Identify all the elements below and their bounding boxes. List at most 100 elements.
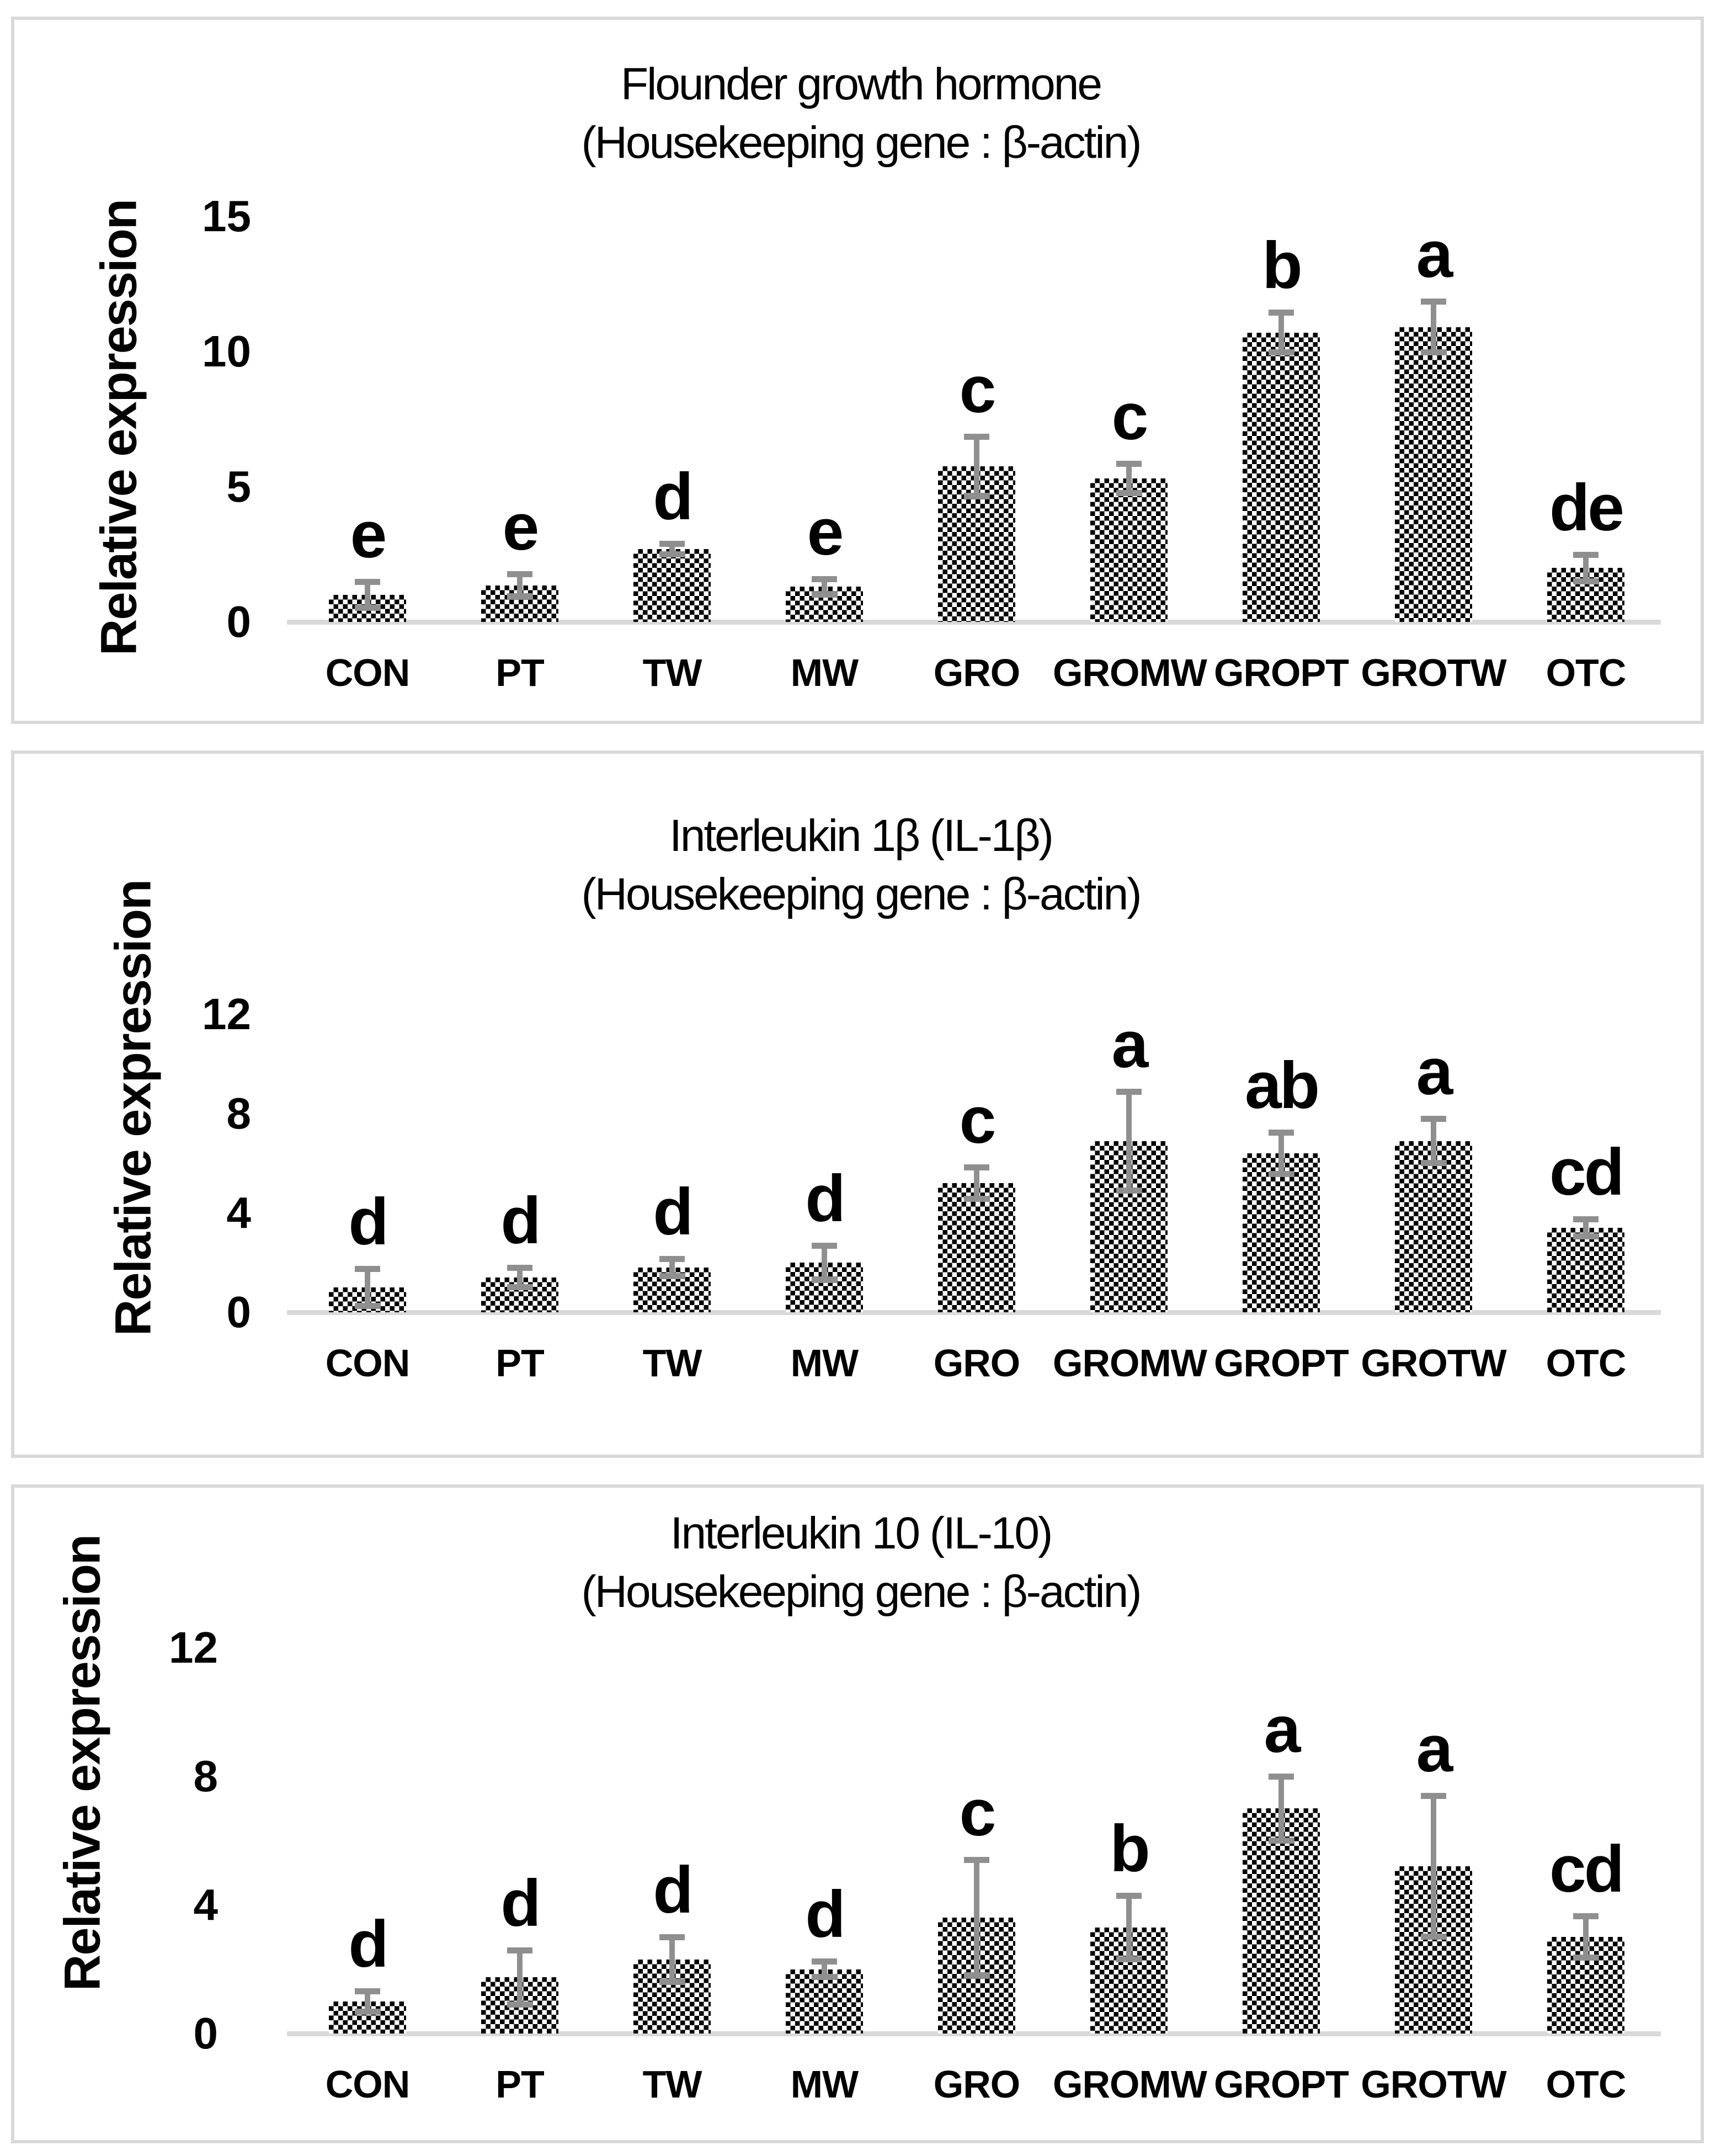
x-tick-label-MW: MW bbox=[790, 2063, 859, 2106]
error-bar-line bbox=[1126, 464, 1132, 494]
y-tick-label: 10 bbox=[202, 327, 251, 376]
x-tick-label-OTC: OTC bbox=[1546, 1341, 1627, 1385]
x-tick-label-CON: CON bbox=[325, 2063, 411, 2106]
significance-letter: cd bbox=[1549, 1135, 1624, 1210]
error-bar-cap-top bbox=[355, 1988, 380, 1994]
error-bar-line bbox=[1278, 312, 1284, 353]
y-tick-label: 4 bbox=[226, 1188, 252, 1237]
error-bar-cap-top bbox=[812, 1242, 837, 1249]
error-bar-line bbox=[669, 1259, 675, 1276]
significance-letter: e bbox=[807, 494, 844, 569]
error-bar-cap-top bbox=[1573, 1913, 1599, 1920]
error-bar-cap-top bbox=[1573, 1216, 1599, 1223]
chart-title-il1b: Interleukin 1β (IL-1β) (Housekeeping gen… bbox=[11, 807, 1711, 924]
x-tick-label-MW: MW bbox=[790, 1341, 859, 1385]
error-bar-cap-top bbox=[355, 1266, 380, 1273]
chart-subtitle-line2: (Housekeeping gene : β-actin) bbox=[581, 1567, 1142, 1617]
significance-letter: b bbox=[1262, 228, 1302, 302]
significance-letter: c bbox=[1111, 380, 1149, 454]
y-tick-label: 0 bbox=[226, 1287, 252, 1337]
error-bar-cap-top bbox=[659, 1934, 685, 1941]
error-bar-line bbox=[1431, 1119, 1436, 1163]
error-bar-line bbox=[1583, 554, 1589, 582]
x-tick-label-GROMW: GROMW bbox=[1053, 2063, 1207, 2106]
y-tick-label: 8 bbox=[226, 1089, 252, 1138]
significance-letter: d bbox=[805, 1877, 845, 1951]
bar-GROPT bbox=[1243, 332, 1320, 622]
error-bar-line bbox=[1278, 1132, 1284, 1175]
error-bar-cap-bottom bbox=[507, 2001, 532, 2008]
error-bar-cap-bottom bbox=[964, 493, 989, 499]
y-tick-label: 12 bbox=[202, 989, 251, 1039]
x-tick-label-MW: MW bbox=[790, 651, 859, 694]
x-tick-label-CON: CON bbox=[325, 1341, 411, 1385]
significance-letter: de bbox=[1549, 470, 1624, 545]
error-bar-line bbox=[365, 1990, 370, 2012]
x-tick-label-PT: PT bbox=[495, 1341, 544, 1385]
significance-letter: e bbox=[350, 498, 387, 572]
error-bar-line bbox=[1126, 1091, 1132, 1191]
x-tick-label-GRO: GRO bbox=[933, 1341, 1020, 1385]
x-tick-label-TW: TW bbox=[642, 2063, 702, 2106]
significance-letter: c bbox=[959, 1083, 997, 1157]
x-tick-label-GROTW: GROTW bbox=[1361, 1341, 1506, 1385]
error-bar-line bbox=[365, 1269, 370, 1306]
error-bar-cap-top bbox=[964, 434, 989, 440]
error-bar-cap-bottom bbox=[1573, 578, 1599, 584]
x-axis-line bbox=[287, 2031, 1661, 2036]
significance-letter: d bbox=[348, 1185, 388, 1259]
error-bar-cap-top bbox=[1573, 551, 1599, 558]
error-bar-cap-top bbox=[1269, 1129, 1294, 1136]
x-tick-label-CON: CON bbox=[325, 651, 411, 694]
error-bar-cap-bottom bbox=[355, 604, 380, 611]
x-tick-label-GROMW: GROMW bbox=[1053, 651, 1207, 694]
error-bar-cap-bottom bbox=[964, 1972, 989, 1979]
bar-TW bbox=[633, 549, 711, 622]
error-bar-cap-bottom bbox=[1421, 349, 1446, 356]
significance-letter: d bbox=[348, 1907, 388, 1981]
bar-GRO bbox=[938, 1183, 1015, 1312]
error-bar-line bbox=[1583, 1916, 1589, 1958]
bar-GROTW bbox=[1395, 327, 1472, 622]
y-axis-title-growth-hormone: Relative expression bbox=[90, 199, 147, 656]
significance-letter: b bbox=[1110, 1811, 1150, 1886]
error-bar-line bbox=[1278, 1776, 1284, 1841]
significance-letter: d bbox=[805, 1161, 845, 1236]
error-bar-cap-bottom bbox=[659, 1273, 685, 1279]
error-bar-line bbox=[517, 1950, 523, 2005]
error-bar-cap-bottom bbox=[1269, 1837, 1294, 1844]
x-axis-line bbox=[287, 1310, 1661, 1315]
x-axis-line bbox=[287, 620, 1661, 625]
x-tick-label-GRO: GRO bbox=[933, 2063, 1020, 2106]
error-bar-cap-bottom bbox=[1421, 1160, 1446, 1166]
x-tick-label-OTC: OTC bbox=[1546, 2063, 1627, 2106]
bar-GROPT bbox=[1243, 1153, 1320, 1312]
error-bar-line bbox=[1126, 1895, 1132, 1960]
chart-panel-il1b bbox=[11, 750, 1704, 1458]
y-tick-label: 5 bbox=[226, 462, 252, 511]
significance-letter: d bbox=[653, 459, 693, 534]
error-bar-cap-top bbox=[964, 1857, 989, 1864]
error-bar-cap-top bbox=[964, 1164, 989, 1170]
chart-title-line1: Interleukin 1β (IL-1β) bbox=[669, 811, 1054, 861]
significance-letter: d bbox=[500, 1866, 541, 1940]
y-tick-label: 15 bbox=[202, 191, 251, 241]
x-tick-label-TW: TW bbox=[642, 1341, 702, 1385]
error-bar-cap-bottom bbox=[1269, 349, 1294, 356]
significance-letter: c bbox=[959, 353, 997, 427]
bar-GROTW bbox=[1395, 1141, 1472, 1312]
significance-letter: e bbox=[502, 490, 540, 565]
error-bar-cap-bottom bbox=[507, 593, 532, 600]
x-tick-label-PT: PT bbox=[495, 2063, 544, 2106]
error-bar-cap-top bbox=[1116, 461, 1142, 467]
significance-letter: d bbox=[500, 1184, 541, 1258]
error-bar-cap-top bbox=[355, 579, 380, 585]
error-bar-line bbox=[1583, 1219, 1589, 1237]
y-tick-label: 8 bbox=[193, 1752, 219, 1801]
error-bar-line bbox=[822, 1961, 827, 1978]
y-tick-label: 0 bbox=[226, 597, 252, 646]
error-bar-line bbox=[974, 436, 979, 497]
chart-subtitle-line2: (Housekeeping gene : β-actin) bbox=[581, 118, 1142, 168]
error-bar-cap-bottom bbox=[1116, 1956, 1142, 1963]
